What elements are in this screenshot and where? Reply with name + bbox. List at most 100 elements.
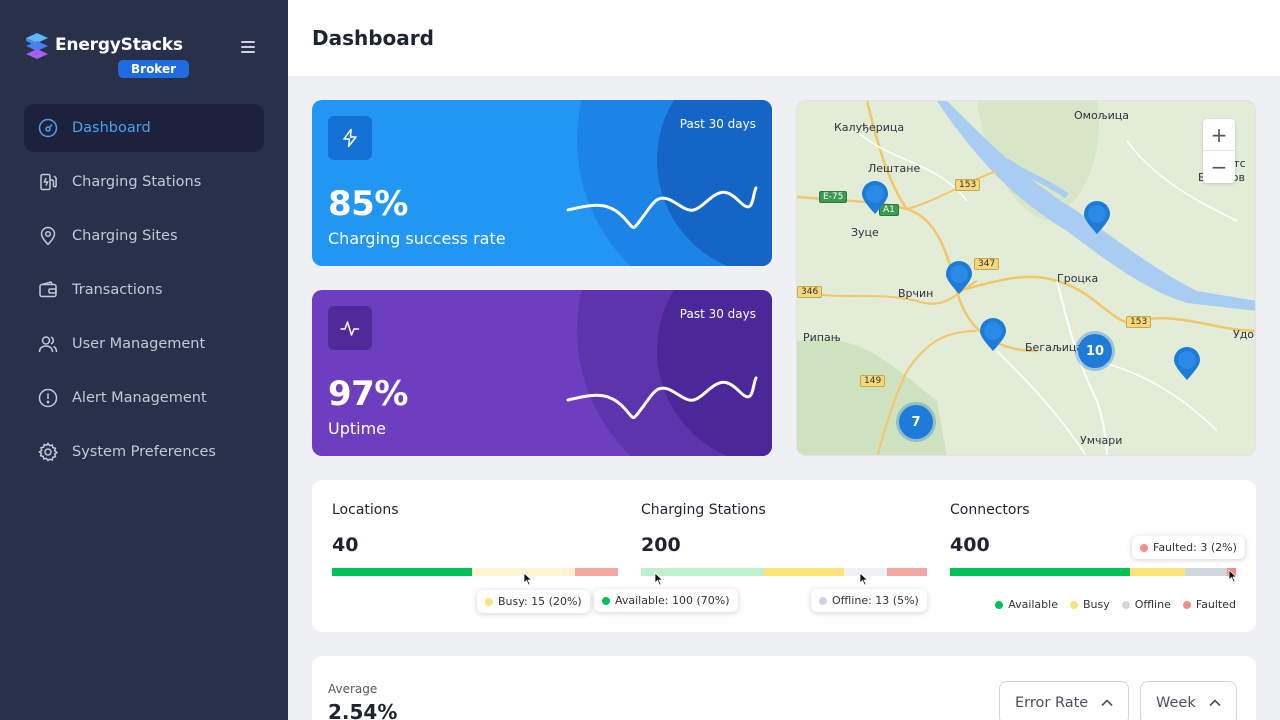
card-decoration xyxy=(577,100,772,266)
zoom-in-button[interactable]: + xyxy=(1203,119,1235,151)
legend-item: Faulted xyxy=(1182,598,1236,611)
top-header: Dashboard xyxy=(288,0,1280,76)
lightning-icon xyxy=(328,116,372,160)
offline-tooltip: Offline: 13 (5%) xyxy=(811,589,927,612)
role-badge: Broker xyxy=(118,60,190,78)
legend-label: Offline xyxy=(1134,598,1171,611)
map-terrain xyxy=(797,101,1255,455)
chevron-up-icon xyxy=(1209,699,1221,707)
status-bar[interactable] xyxy=(332,568,618,576)
connectors-stat: Connectors 400 Faulted: 3 (2%) Available… xyxy=(950,480,1245,632)
busy-dot xyxy=(1069,600,1078,609)
offline-dot xyxy=(1121,600,1130,609)
available-tooltip: Available: 100 (70%) xyxy=(594,589,738,612)
menu-toggle-icon[interactable] xyxy=(241,41,255,53)
users-icon xyxy=(38,334,58,354)
metric-select-value: Error Rate xyxy=(1015,695,1089,711)
stat-title: Connectors xyxy=(950,502,1030,518)
station-cluster[interactable]: 10 xyxy=(1078,334,1112,368)
map-place-label: Зуце xyxy=(851,226,879,239)
station-pin-icon[interactable] xyxy=(945,261,973,295)
sidebar-item-label: Transactions xyxy=(72,282,163,298)
dashboard-gauge-icon xyxy=(38,118,58,138)
legend-label: Busy xyxy=(1082,598,1110,611)
bar-segment-available[interactable] xyxy=(332,568,473,576)
sidebar-nav: Dashboard Charging Stations Charging Sit… xyxy=(24,104,264,482)
average-label: Average xyxy=(328,682,378,696)
sidebar-item-label: Charging Sites xyxy=(72,228,178,244)
sidebar-item-label: Charging Stations xyxy=(72,174,202,190)
legend-label: Available xyxy=(1008,598,1058,611)
bar-segment-busy[interactable] xyxy=(1130,568,1185,576)
bar-segment-available[interactable] xyxy=(641,568,764,576)
faulted-dot xyxy=(1182,600,1191,609)
tooltip-text: Offline: 13 (5%) xyxy=(832,594,919,607)
chevron-up-icon xyxy=(1101,699,1113,707)
metric-select[interactable]: Error Rate xyxy=(999,681,1130,720)
success-rate-label: Charging success rate xyxy=(328,229,506,248)
road-badge: E-75 xyxy=(819,191,848,203)
sidebar-item-alert-management[interactable]: Alert Management xyxy=(24,374,264,422)
road-badge: A1 xyxy=(879,204,899,216)
map-place-label: Бегаљица xyxy=(1025,341,1084,354)
legend-item: Busy xyxy=(1069,598,1110,611)
error-rate-panel: Average 2.54% Error Rate Week xyxy=(312,656,1256,720)
average-value: 2.54% xyxy=(328,700,398,720)
tooltip-text: Faulted: 3 (2%) xyxy=(1153,541,1237,554)
period-select[interactable]: Week xyxy=(1140,681,1237,720)
sidebar-item-user-management[interactable]: User Management xyxy=(24,320,264,368)
alert-circle-icon xyxy=(38,388,58,408)
gear-icon xyxy=(38,442,58,462)
map-place-label: Гроцка xyxy=(1057,272,1099,285)
map-place-label: Лештане xyxy=(868,162,921,175)
period-select-value: Week xyxy=(1156,695,1196,711)
offline-dot xyxy=(819,596,827,605)
bar-segment-faulted[interactable] xyxy=(575,568,618,576)
stations-map[interactable]: Калуђерица Омољица Лештане Банатс Бресто… xyxy=(796,100,1256,456)
status-legend: Available Busy Offline Faulted xyxy=(983,598,1236,611)
fuel-station-icon xyxy=(38,172,58,192)
station-pin-icon[interactable] xyxy=(1083,201,1111,235)
mouse-cursor-icon xyxy=(523,572,533,586)
zoom-out-button[interactable]: − xyxy=(1210,155,1228,179)
legend-item: Offline xyxy=(1121,598,1171,611)
road-badge: 346 xyxy=(797,286,823,298)
sidebar-item-transactions[interactable]: Transactions xyxy=(24,266,264,314)
sidebar: EnergyStacks Broker Dashboard Charging S… xyxy=(0,0,288,720)
bar-segment-available[interactable] xyxy=(950,568,1131,576)
status-bar[interactable] xyxy=(641,568,927,576)
brand-name: EnergyStacks xyxy=(55,35,183,55)
bar-segment-busy[interactable] xyxy=(763,568,845,576)
station-pin-icon[interactable] xyxy=(861,181,889,215)
sidebar-item-system-preferences[interactable]: System Preferences xyxy=(24,428,264,476)
map-zoom-controls: + − xyxy=(1203,119,1235,183)
legend-item: Available xyxy=(995,598,1058,611)
road-badge: 149 xyxy=(860,375,886,387)
card-decoration xyxy=(577,290,772,456)
map-place-label: Умчари xyxy=(1080,434,1123,447)
stat-value: 200 xyxy=(641,534,681,556)
station-pin-icon[interactable] xyxy=(979,318,1007,352)
sidebar-item-charging-sites[interactable]: Charging Sites xyxy=(24,212,264,260)
stat-title: Charging Stations xyxy=(641,502,766,518)
status-bar[interactable] xyxy=(950,568,1236,576)
faulted-tooltip: Faulted: 3 (2%) xyxy=(1132,536,1245,559)
bar-segment-offline[interactable] xyxy=(1184,568,1228,576)
status-summary-panel: Locations 40 Busy: 15 (20%) Charging Sta… xyxy=(312,480,1256,632)
station-cluster[interactable]: 7 xyxy=(899,405,933,439)
charging-stations-stat: Charging Stations 200 Available: 100 (70… xyxy=(594,480,927,632)
mouse-cursor-icon xyxy=(1228,569,1238,583)
bar-segment-busy[interactable] xyxy=(472,568,576,576)
road-badge: 347 xyxy=(974,258,1000,270)
sidebar-item-charging-stations[interactable]: Charging Stations xyxy=(24,158,264,206)
page-title: Dashboard xyxy=(312,26,434,50)
available-dot xyxy=(602,596,610,605)
bar-segment-faulted[interactable] xyxy=(886,568,927,576)
sparkline xyxy=(566,186,758,229)
station-pin-icon[interactable] xyxy=(1173,347,1201,381)
bar-segment-offline[interactable] xyxy=(844,568,887,576)
uptime-label: Uptime xyxy=(328,419,387,438)
stat-title: Locations xyxy=(332,502,399,518)
sidebar-item-dashboard[interactable]: Dashboard xyxy=(24,104,264,152)
map-place-label: Удов xyxy=(1233,328,1255,341)
